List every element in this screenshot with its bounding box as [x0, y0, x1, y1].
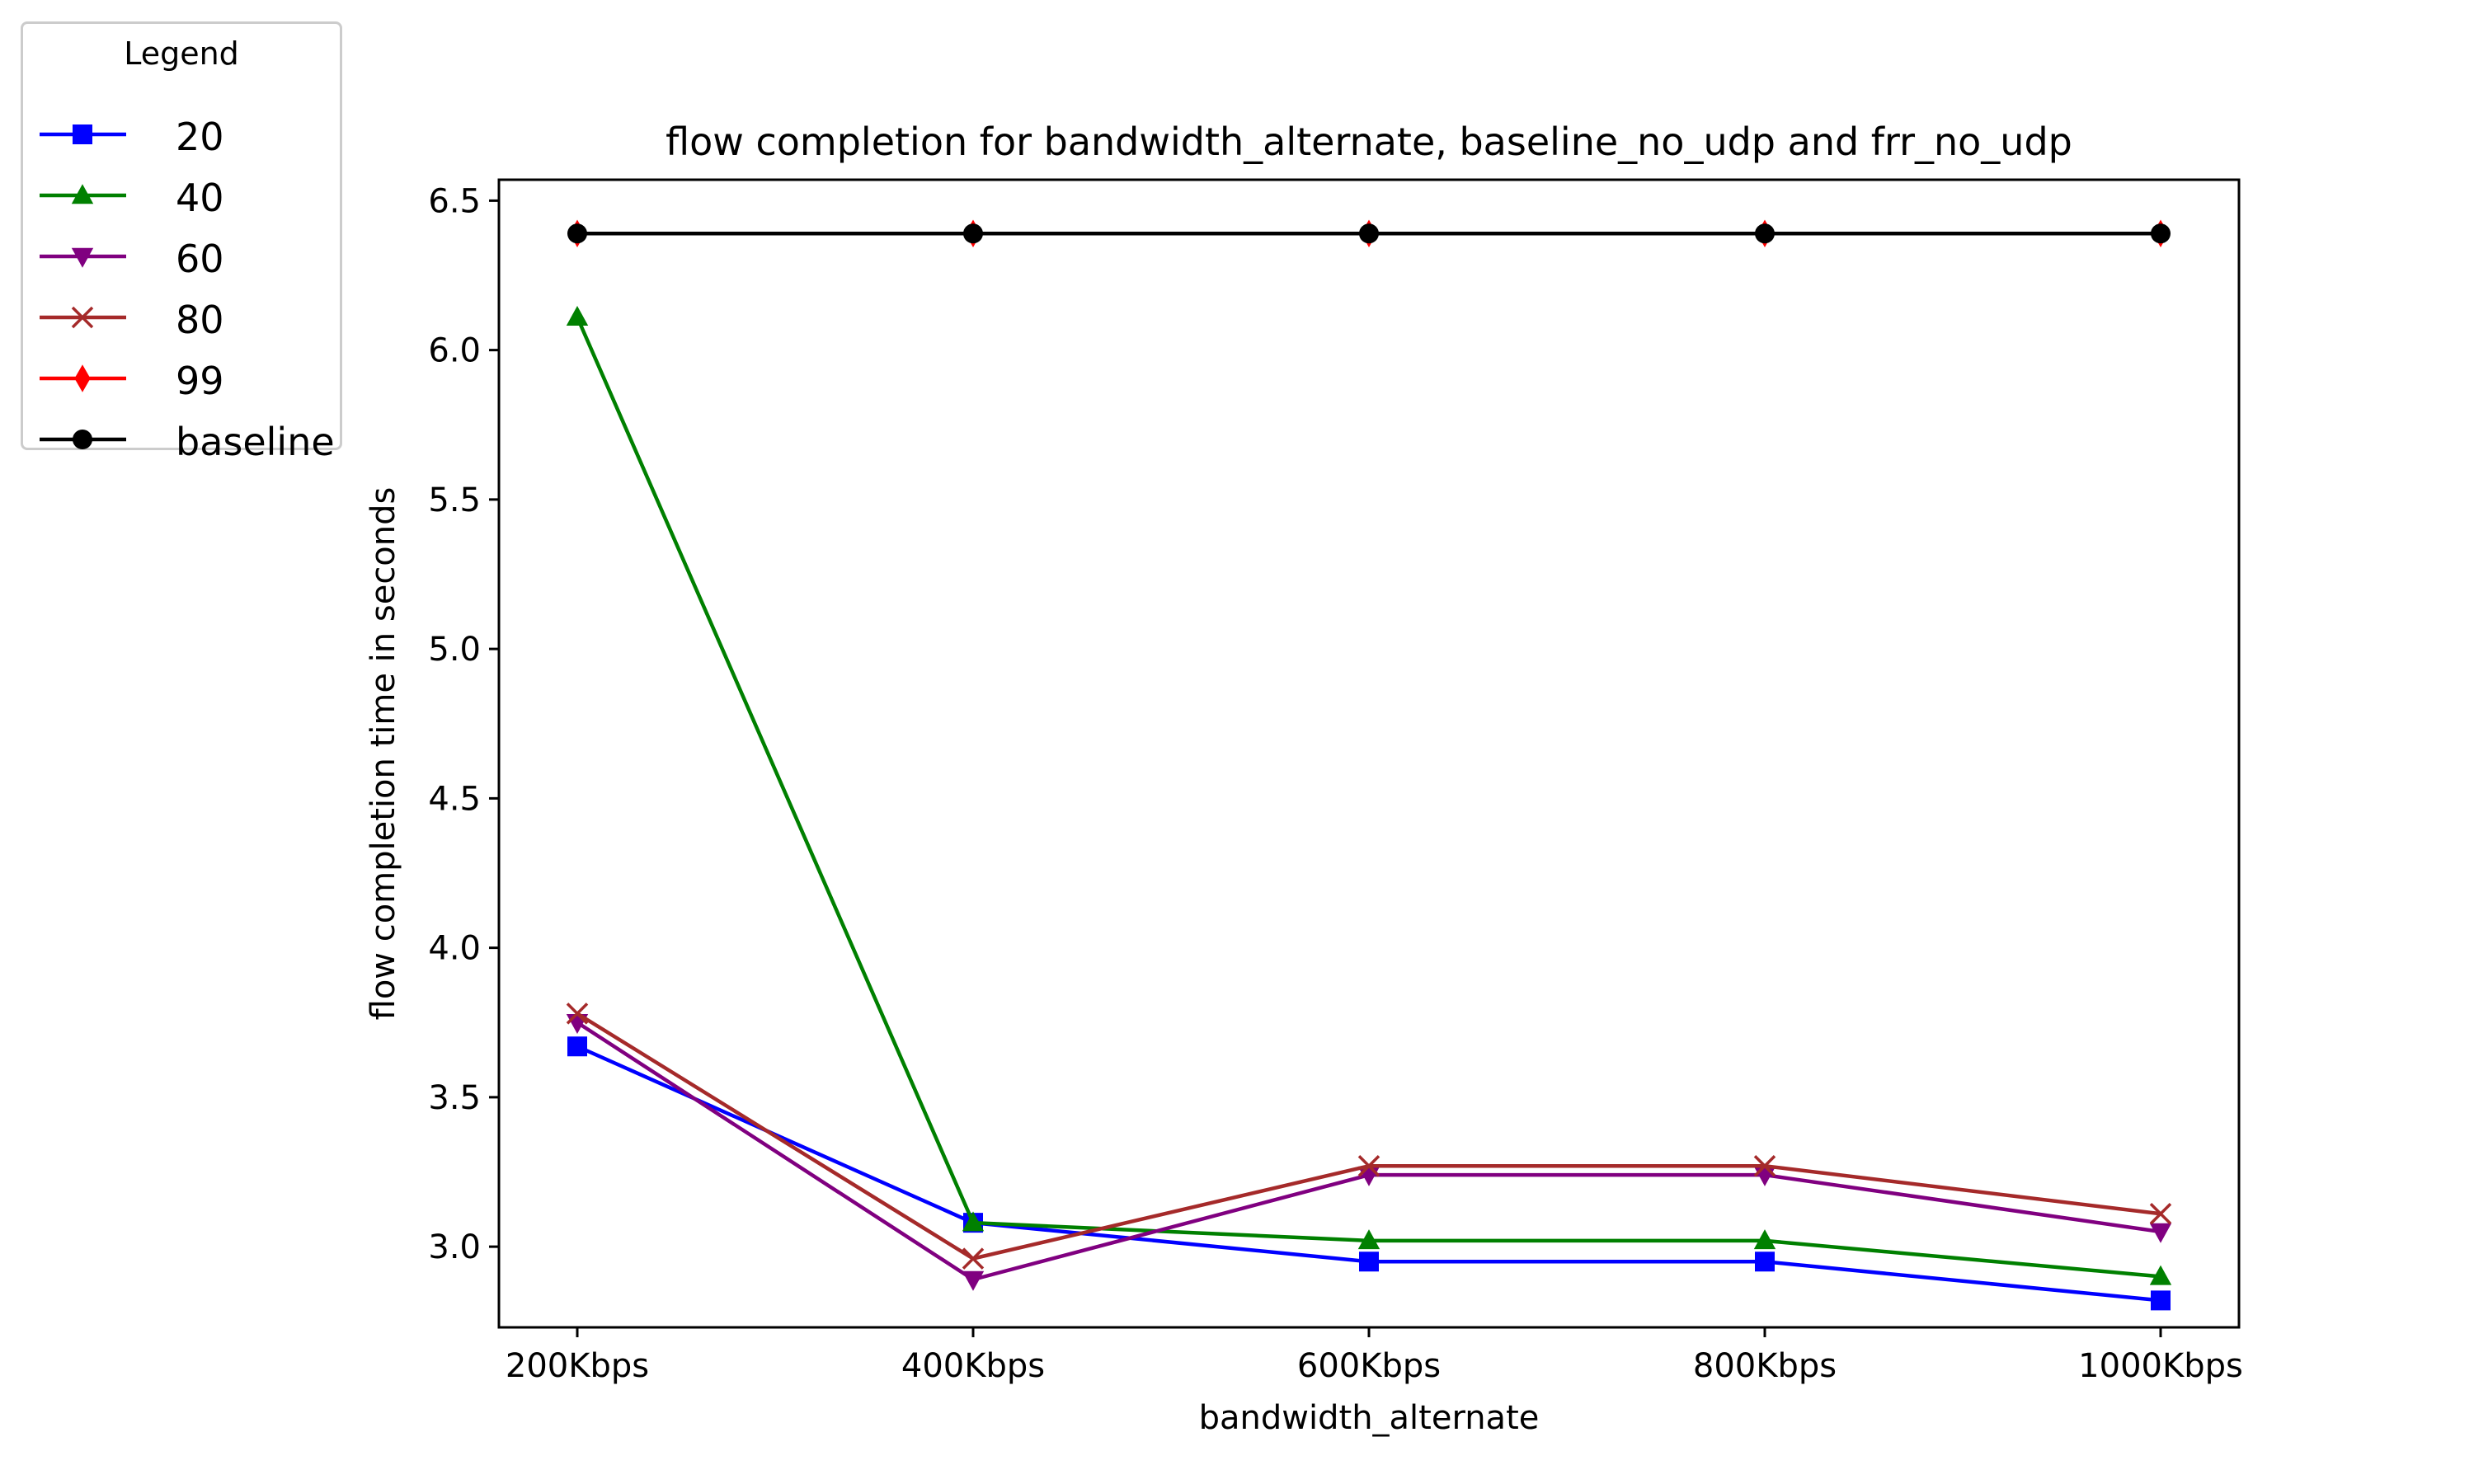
- data-point-40: [1753, 1229, 1776, 1250]
- legend-swatch-20: [40, 124, 126, 144]
- legend-marker-99: [74, 364, 91, 392]
- legend-item-20: 20: [40, 110, 336, 159]
- legend-label: 99: [176, 359, 224, 403]
- legend-label: 20: [176, 115, 224, 159]
- data-point-80: [2149, 1203, 2172, 1225]
- data-point-20: [1755, 1252, 1775, 1272]
- data-point-20: [2151, 1290, 2171, 1311]
- legend-label: 80: [176, 298, 224, 342]
- data-point-20: [567, 1036, 587, 1057]
- series-line-40: [575, 316, 2161, 1279]
- legend-marker-20: [73, 124, 92, 144]
- legend-marker-60: [71, 247, 94, 268]
- series-baseline: [567, 223, 2171, 244]
- legend-title: Legend: [124, 35, 239, 72]
- legend-item-80: 80: [40, 293, 336, 342]
- y-axis: 3.0 3.5 4.0 4.5 5.0 5.5 6.0 6.5: [428, 182, 499, 1266]
- data-point-baseline: [1359, 223, 1379, 244]
- y-tick-label: 5.0: [428, 631, 481, 669]
- y-axis-label: flow completion time in seconds: [365, 487, 402, 1021]
- legend-swatch-baseline: [40, 430, 126, 449]
- legend-item-40: 40: [40, 171, 336, 220]
- y-tick-label: 6.0: [428, 332, 481, 370]
- legend-label: baseline: [176, 420, 335, 464]
- y-tick-label: 4.0: [428, 930, 481, 968]
- data-point-baseline: [567, 223, 587, 244]
- legend-label: 60: [176, 237, 224, 281]
- plot-area-frame: [497, 178, 2241, 1329]
- data-point-baseline: [2151, 223, 2171, 244]
- data-point-60: [2149, 1223, 2172, 1243]
- data-point-80: [1357, 1155, 1380, 1177]
- data-point-20: [1359, 1252, 1379, 1272]
- legend-marker-80: [71, 306, 94, 329]
- data-point-80: [1753, 1155, 1776, 1177]
- legend-item-baseline: baseline: [40, 415, 336, 464]
- legend-marker-40: [71, 184, 94, 204]
- data-point-60: [962, 1270, 985, 1291]
- legend-label: 40: [176, 176, 224, 220]
- y-tick-label: 4.5: [428, 780, 481, 818]
- series-line-80: [576, 1012, 2161, 1261]
- y-tick-label: 6.5: [428, 182, 481, 220]
- legend-marker-baseline: [73, 430, 92, 449]
- y-tick-label: 3.0: [428, 1228, 481, 1266]
- data-point-80: [962, 1247, 985, 1270]
- series-layer: [566, 219, 2172, 1311]
- data-point-40: [2149, 1265, 2172, 1285]
- series-60: [566, 1014, 2172, 1291]
- legend-swatch-60: [40, 247, 126, 268]
- series-20: [567, 1036, 2171, 1311]
- legend-swatch-99: [40, 364, 126, 392]
- data-point-baseline: [963, 223, 983, 244]
- series-40: [566, 305, 2172, 1285]
- x-tick-label: 600Kbps: [1297, 1347, 1441, 1385]
- data-point-80: [566, 1003, 589, 1025]
- x-tick-label: 1000Kbps: [2078, 1347, 2243, 1385]
- legend-swatch-40: [40, 184, 126, 204]
- data-point-baseline: [1755, 223, 1775, 244]
- series-80: [566, 1003, 2172, 1270]
- chart-title: flow completion for bandwidth_alternate,…: [666, 120, 2072, 164]
- y-tick-label: 3.5: [428, 1079, 481, 1117]
- legend: Legend 20 40 60 80 99 baseline: [21, 21, 342, 464]
- data-point-40: [1357, 1229, 1380, 1250]
- legend-swatch-80: [40, 306, 126, 329]
- y-tick-label: 5.5: [428, 481, 481, 519]
- x-axis: 200Kbps 400Kbps 600Kbps 800Kbps 1000Kbps: [506, 1327, 2243, 1385]
- data-point-40: [962, 1211, 985, 1232]
- x-tick-label: 200Kbps: [506, 1347, 649, 1385]
- data-point-40: [566, 305, 589, 326]
- legend-item-60: 60: [40, 232, 336, 281]
- x-tick-label: 800Kbps: [1693, 1347, 1837, 1385]
- x-tick-label: 400Kbps: [901, 1347, 1045, 1385]
- x-axis-label: bandwidth_alternate: [1199, 1399, 1540, 1437]
- legend-item-99: 99: [40, 354, 336, 403]
